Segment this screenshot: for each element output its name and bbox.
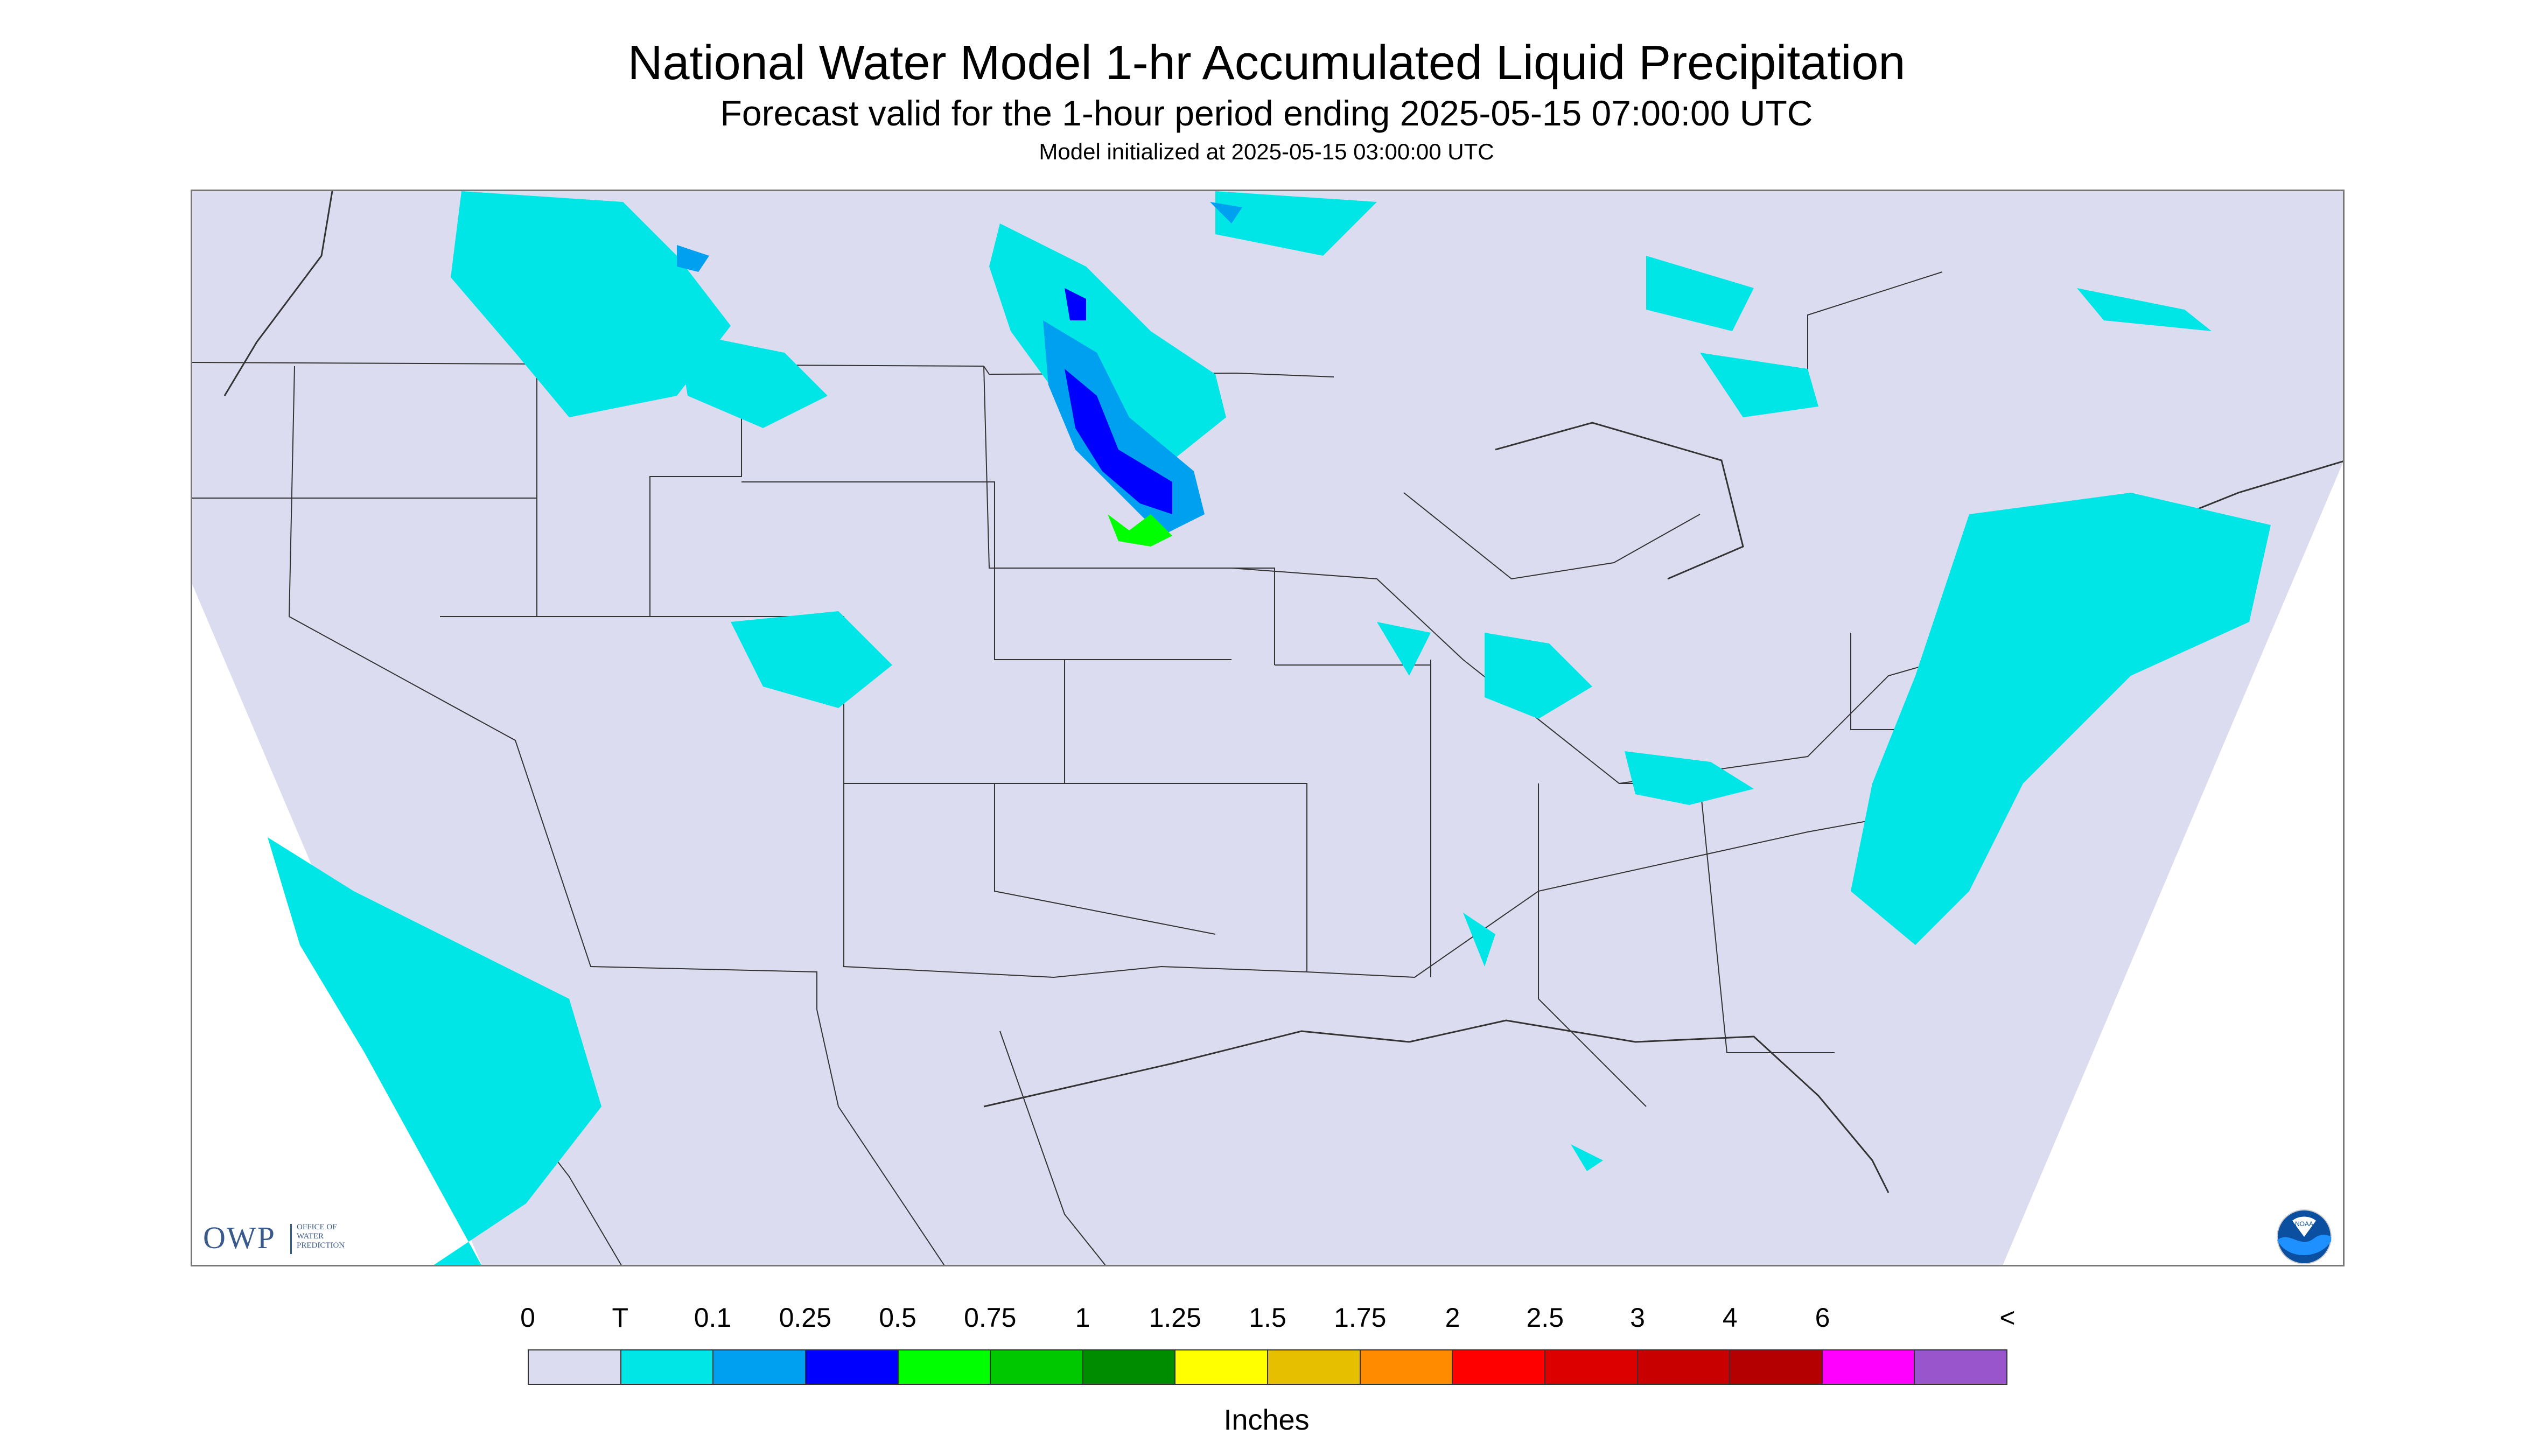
legend-swatch bbox=[1268, 1350, 1361, 1384]
owp-line-2: WATER bbox=[297, 1232, 324, 1241]
legend-swatch bbox=[991, 1350, 1083, 1384]
legend-tick-label: T bbox=[612, 1303, 629, 1333]
precipitation-map: OWP OFFICE OF WATER PREDICTION NOAA bbox=[191, 190, 2345, 1266]
legend-tick-label: 2.5 bbox=[1526, 1303, 1564, 1333]
map-title: National Water Model 1-hr Accumulated Li… bbox=[627, 36, 1906, 90]
legend-tick-label: 0.25 bbox=[779, 1303, 831, 1333]
legend-swatch bbox=[1730, 1350, 1823, 1384]
legend-tick-label: 3 bbox=[1630, 1303, 1645, 1333]
legend-tick-label: < bbox=[1999, 1303, 2016, 1333]
noaa-logo: NOAA bbox=[2276, 1209, 2332, 1265]
legend-tick-label: 2 bbox=[1445, 1303, 1460, 1333]
legend-swatch bbox=[529, 1350, 621, 1384]
legend-swatch bbox=[1915, 1350, 2006, 1384]
legend-tick-label: 1.75 bbox=[1334, 1303, 1387, 1333]
out-of-domain-right bbox=[2003, 463, 2343, 1265]
legend-swatch bbox=[621, 1350, 714, 1384]
precip-trace-areas bbox=[268, 191, 2271, 1265]
owp-abbr: OWP bbox=[203, 1220, 276, 1255]
legend-swatch bbox=[713, 1350, 806, 1384]
legend-swatch bbox=[898, 1350, 991, 1384]
legend-tick-label: 0.1 bbox=[694, 1303, 732, 1333]
owp-divider bbox=[290, 1224, 292, 1254]
noaa-text: NOAA bbox=[2295, 1220, 2313, 1228]
owp-logo: OWP OFFICE OF WATER PREDICTION bbox=[203, 1220, 381, 1257]
legend-swatch bbox=[1175, 1350, 1268, 1384]
precip-core-band bbox=[677, 202, 1242, 547]
legend-swatch bbox=[1360, 1350, 1453, 1384]
legend-tick-label: 4 bbox=[1722, 1303, 1738, 1333]
legend-swatch bbox=[806, 1350, 899, 1384]
legend-tick-label: 0.5 bbox=[879, 1303, 916, 1333]
legend-color-bar bbox=[528, 1349, 2007, 1385]
legend-swatch bbox=[1083, 1350, 1176, 1384]
forecast-valid-subtitle: Forecast valid for the 1-hour period end… bbox=[720, 93, 1813, 133]
owp-line-1: OFFICE OF bbox=[297, 1223, 337, 1231]
legend-swatch bbox=[1545, 1350, 1638, 1384]
legend-swatch bbox=[1638, 1350, 1731, 1384]
legend-units: Inches bbox=[1223, 1404, 1310, 1436]
map-canvas bbox=[192, 191, 2343, 1265]
owp-line-3: PREDICTION bbox=[297, 1241, 345, 1250]
legend-tick-label: 1.5 bbox=[1249, 1303, 1286, 1333]
legend-swatch bbox=[1453, 1350, 1545, 1384]
legend-tick-label: 6 bbox=[1815, 1303, 1830, 1333]
noaa-emblem-icon: NOAA bbox=[2277, 1209, 2332, 1264]
owp-name: OFFICE OF WATER PREDICTION bbox=[297, 1223, 383, 1250]
legend-tick-label: 0.75 bbox=[964, 1303, 1017, 1333]
legend-swatch bbox=[1822, 1350, 1915, 1384]
legend-tick-label: 1.25 bbox=[1149, 1303, 1201, 1333]
legend-tick-label: 1 bbox=[1075, 1303, 1090, 1333]
legend-tick-label: 0 bbox=[520, 1303, 535, 1333]
model-init-text: Model initialized at 2025-05-15 03:00:00… bbox=[1039, 139, 1494, 164]
